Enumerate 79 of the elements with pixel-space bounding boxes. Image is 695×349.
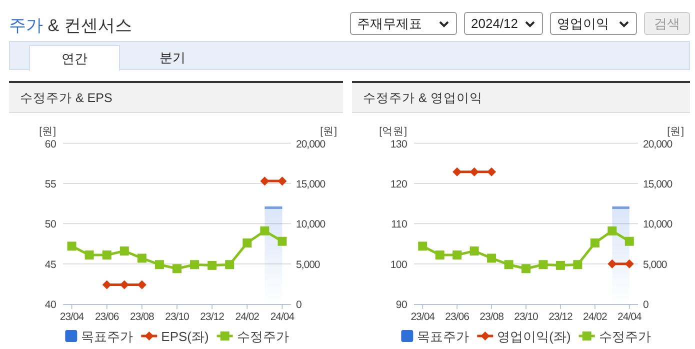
legend-label: 수정주가 bbox=[236, 329, 289, 344]
point bbox=[435, 250, 444, 260]
point bbox=[137, 254, 146, 263]
text: 영업이익 bbox=[550, 12, 637, 35]
x-tick-label: 23/10 bbox=[165, 311, 190, 323]
y2-axis-title: [원] bbox=[667, 125, 684, 138]
point bbox=[278, 236, 287, 246]
x-tick-label: 23/12 bbox=[548, 311, 574, 323]
y2-tick-label: 0 bbox=[643, 299, 649, 311]
y2-tick-label: 15,000 bbox=[643, 178, 673, 190]
point bbox=[225, 260, 234, 270]
legend-label: 수정주가 bbox=[598, 329, 651, 344]
x-tick-label: 23/08 bbox=[480, 311, 504, 323]
point bbox=[242, 238, 252, 248]
x-tick-label: 24/02 bbox=[583, 311, 608, 323]
legend-label: EPS(좌) bbox=[161, 329, 209, 344]
y-tick-label: 110 bbox=[391, 218, 408, 231]
point bbox=[608, 226, 617, 236]
y2-tick-label: 5,000 bbox=[643, 258, 668, 271]
point bbox=[470, 246, 479, 256]
point bbox=[172, 264, 182, 274]
point bbox=[208, 260, 217, 270]
point bbox=[504, 260, 514, 270]
y-tick-label: 120 bbox=[390, 178, 408, 190]
y2-tick-label: 15,000 bbox=[296, 178, 326, 190]
point bbox=[538, 260, 548, 270]
y-tick-label: 45 bbox=[44, 258, 56, 271]
y-tick-label: 50 bbox=[44, 218, 56, 231]
chart-title: 수정주가 & EPS bbox=[20, 91, 112, 105]
x-tick-label: 23/06 bbox=[445, 311, 470, 323]
legend-label: 영업이익(좌) bbox=[497, 329, 571, 344]
y-tick-label: 100 bbox=[390, 258, 408, 271]
chart-title: 수정주가 & 영업이익 bbox=[363, 91, 482, 105]
point bbox=[190, 260, 200, 270]
x-tick-label: 24/04 bbox=[617, 311, 642, 323]
y-tick-label: 90 bbox=[396, 299, 408, 311]
text: 분기 bbox=[158, 49, 186, 67]
y-tick-label: 60 bbox=[44, 138, 56, 150]
point bbox=[590, 238, 600, 248]
x-tick-label: 24/04 bbox=[270, 311, 295, 323]
text: 검색 bbox=[644, 12, 690, 35]
y-tick-label: 130 bbox=[390, 138, 408, 150]
y2-tick-label: 20,000 bbox=[643, 138, 673, 150]
point bbox=[452, 250, 462, 260]
text: 주재무제표 bbox=[350, 12, 457, 35]
y2-axis-title: [원] bbox=[320, 125, 338, 138]
x-tick-label: 23/04 bbox=[410, 311, 436, 323]
point bbox=[67, 242, 76, 251]
y2-tick-label: 10,000 bbox=[643, 218, 673, 231]
legend-label: 목표주가 bbox=[81, 329, 134, 344]
point bbox=[573, 260, 582, 270]
y2-tick-label: 10,000 bbox=[296, 218, 326, 231]
text: 주가 & 컨센서스 bbox=[9, 16, 132, 35]
y-axis-title: [억원] bbox=[379, 125, 408, 138]
text: 연간 bbox=[29, 45, 120, 71]
x-tick-label: 24/02 bbox=[235, 311, 260, 323]
point bbox=[260, 226, 270, 236]
y2-tick-label: 20,000 bbox=[296, 138, 326, 150]
point bbox=[556, 260, 565, 270]
point bbox=[120, 246, 129, 256]
y-axis-title: [원] bbox=[39, 125, 56, 138]
y-tick-label: 40 bbox=[44, 299, 56, 311]
y2-tick-label: 5,000 bbox=[296, 258, 320, 271]
point bbox=[154, 260, 164, 270]
point bbox=[487, 254, 496, 263]
point bbox=[522, 264, 530, 274]
x-tick-label: 23/04 bbox=[60, 311, 84, 323]
x-tick-label: 23/08 bbox=[130, 311, 154, 323]
y2-tick-label: 0 bbox=[296, 299, 302, 311]
point bbox=[102, 250, 112, 260]
text: 2024/12 bbox=[464, 12, 543, 35]
y-tick-label: 55 bbox=[44, 178, 56, 190]
x-tick-label: 23/12 bbox=[200, 311, 225, 323]
point bbox=[624, 236, 634, 246]
x-tick-label: 23/10 bbox=[514, 311, 539, 323]
legend-label: 목표주가 bbox=[417, 329, 470, 344]
x-tick-label: 23/06 bbox=[94, 311, 120, 323]
point bbox=[418, 242, 428, 251]
point bbox=[84, 250, 94, 260]
